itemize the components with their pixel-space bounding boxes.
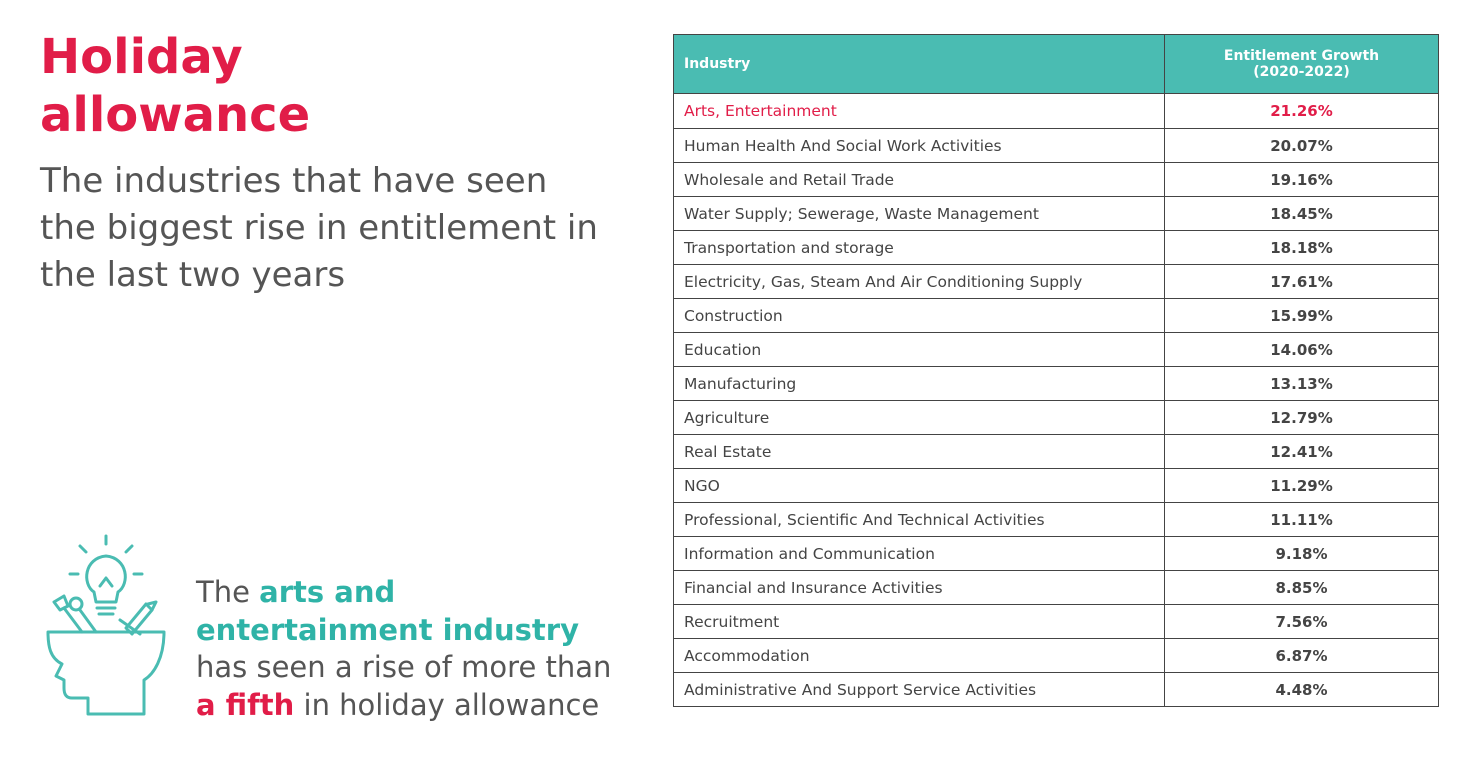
table-row: Professional, Scientific And Technical A… <box>673 502 1439 537</box>
table-header-row: Industry Entitlement Growth (2020-2022) <box>673 34 1439 94</box>
industry-cell: Transportation and storage <box>673 230 1165 265</box>
page-title-line1: Holiday <box>40 29 243 85</box>
growth-value-cell: 15.99% <box>1164 298 1439 333</box>
industry-cell: Accommodation <box>673 638 1165 673</box>
table-row: Wholesale and Retail Trade 19.16% <box>673 162 1439 197</box>
growth-value-cell: 6.87% <box>1164 638 1439 673</box>
table-row: Agriculture 12.79% <box>673 400 1439 435</box>
table-row: Arts, Entertainment 21.26% <box>673 93 1439 129</box>
callout-highlight-arts-b: entertainment industry <box>196 612 579 647</box>
growth-value-cell: 12.41% <box>1164 434 1439 469</box>
callout-part2: has seen a rise of more than <box>196 650 612 684</box>
callout-text: The arts and entertainment industry has … <box>196 574 616 724</box>
table-row: Recruitment 7.56% <box>673 604 1439 639</box>
growth-value-cell: 14.06% <box>1164 332 1439 367</box>
column-header-growth-line2: (2020-2022) <box>1253 64 1350 80</box>
column-header-growth: Entitlement Growth (2020-2022) <box>1164 34 1439 94</box>
table-row: Construction 15.99% <box>673 298 1439 333</box>
growth-value-cell: 8.85% <box>1164 570 1439 605</box>
page-subtitle: The industries that have seen the bigges… <box>40 161 598 295</box>
growth-value-cell: 18.18% <box>1164 230 1439 265</box>
growth-value-cell: 11.29% <box>1164 468 1439 503</box>
callout-highlight-arts-a: arts and <box>259 575 396 609</box>
industry-cell: Water Supply; Sewerage, Waste Management <box>673 196 1165 231</box>
industry-cell: Professional, Scientific And Technical A… <box>673 502 1165 537</box>
growth-value-cell: 13.13% <box>1164 366 1439 401</box>
table-row: Manufacturing 13.13% <box>673 366 1439 401</box>
callout-part1: The <box>196 575 260 609</box>
callout-part3: in holiday allowance <box>294 687 600 722</box>
callout-line1: The arts and <box>196 574 616 612</box>
table-row: Real Estate 12.41% <box>673 434 1439 469</box>
table-row: Administrative And Support Service Activ… <box>673 672 1439 707</box>
industry-cell: Real Estate <box>673 434 1165 469</box>
table-row: Transportation and storage 18.18% <box>673 230 1439 265</box>
table-row: NGO 11.29% <box>673 468 1439 503</box>
table-row: Education 14.06% <box>673 332 1439 367</box>
table-row: Accommodation 6.87% <box>673 638 1439 673</box>
growth-value-cell: 9.18% <box>1164 536 1439 571</box>
industry-cell: Electricity, Gas, Steam And Air Conditio… <box>673 264 1165 299</box>
growth-value-cell: 18.45% <box>1164 196 1439 231</box>
industry-cell: Construction <box>673 298 1165 333</box>
table-row: Electricity, Gas, Steam And Air Conditio… <box>673 264 1439 299</box>
growth-value-cell: 19.16% <box>1164 162 1439 197</box>
industry-cell: Administrative And Support Service Activ… <box>673 672 1165 707</box>
industry-cell: Manufacturing <box>673 366 1165 401</box>
industry-cell: Wholesale and Retail Trade <box>673 162 1165 197</box>
growth-value-cell: 11.11% <box>1164 502 1439 537</box>
industry-cell: Recruitment <box>673 604 1165 639</box>
industry-cell: Human Health And Social Work Activities <box>673 128 1165 163</box>
table-row: Information and Communication 9.18% <box>673 536 1439 571</box>
table-row: Financial and Insurance Activities 8.85% <box>673 570 1439 605</box>
callout-highlight-fifth: a fifth <box>196 687 295 722</box>
growth-value-cell: 17.61% <box>1164 264 1439 299</box>
table-body: Arts, Entertainment 21.26% Human Health An… <box>673 93 1439 707</box>
page-title: Holiday allowance <box>40 28 310 144</box>
industry-cell: Financial and Insurance Activities <box>673 570 1165 605</box>
head-with-lightbulb-and-tools-icon <box>46 534 166 716</box>
table-row: Water Supply; Sewerage, Waste Management… <box>673 196 1439 231</box>
industry-cell: NGO <box>673 468 1165 503</box>
growth-value-cell: 12.79% <box>1164 400 1439 435</box>
industry-cell: Arts, Entertainment <box>673 93 1165 129</box>
column-header-growth-line1: Entitlement Growth <box>1223 48 1380 64</box>
growth-value-cell: 7.56% <box>1164 604 1439 639</box>
table-row: Human Health And Social Work Activities 2… <box>673 128 1439 163</box>
page-title-line2: allowance <box>40 87 311 143</box>
growth-value-cell: 20.07% <box>1164 128 1439 163</box>
callout-line4: a fifth in holiday allowance <box>196 687 616 725</box>
industry-cell: Education <box>673 332 1165 367</box>
growth-value-cell: 21.26% <box>1164 93 1439 129</box>
industry-cell: Agriculture <box>673 400 1165 435</box>
entitlement-growth-table: Industry Entitlement Growth (2020-2022) … <box>673 34 1439 707</box>
column-header-industry: Industry <box>673 34 1165 94</box>
industry-cell: Information and Communication <box>673 536 1165 571</box>
growth-value-cell: 4.48% <box>1164 672 1439 707</box>
